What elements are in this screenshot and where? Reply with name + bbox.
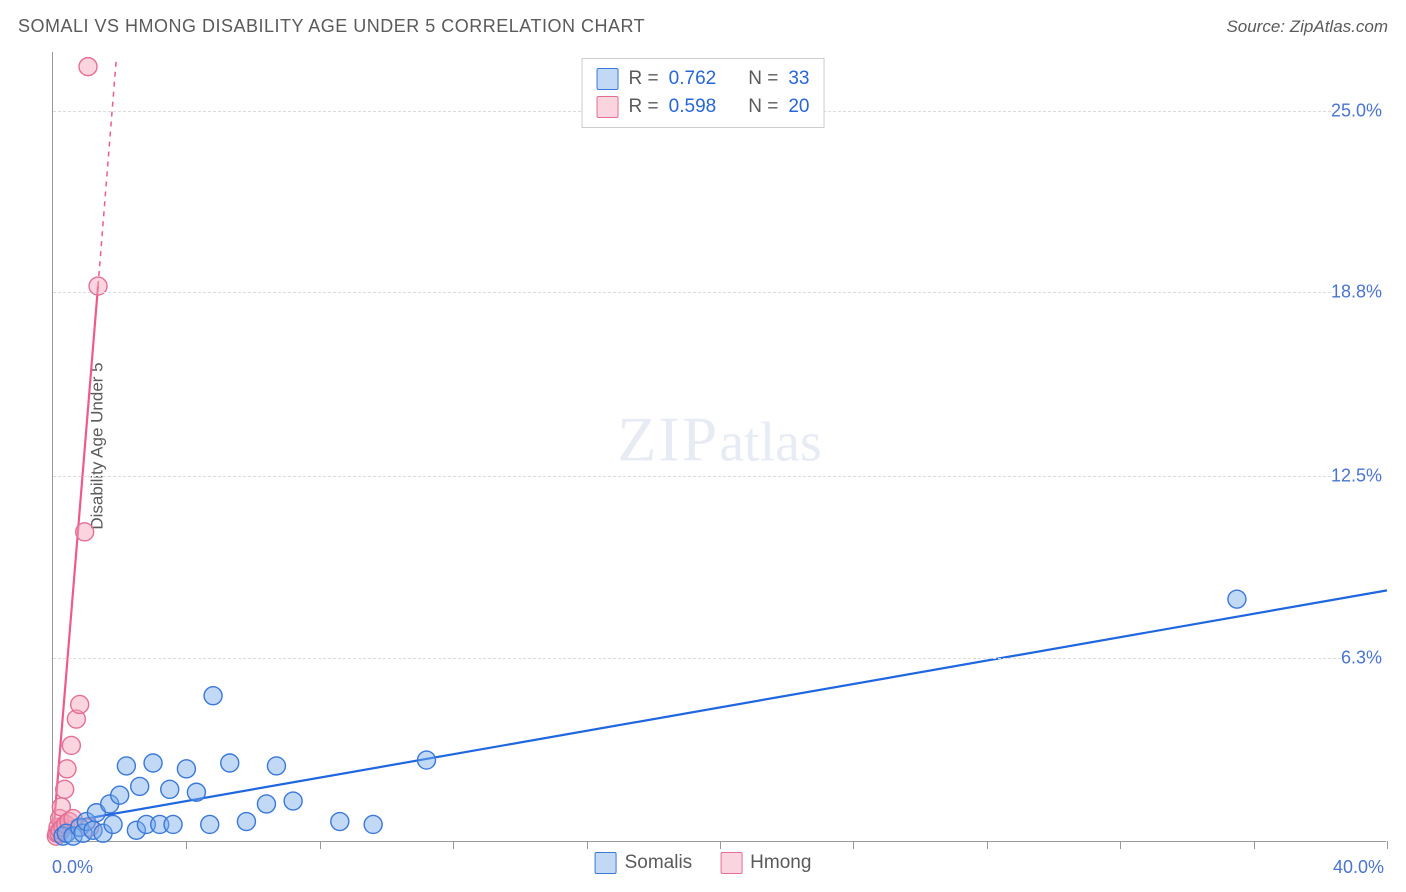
ytick-label: 12.5% — [1331, 466, 1388, 487]
legend-swatch-somalis — [595, 852, 617, 874]
legend-label-hmong: Hmong — [750, 852, 811, 874]
n-label: N = — [748, 65, 778, 93]
swatch-somalis — [597, 68, 619, 90]
legend-item-hmong: Hmong — [720, 852, 811, 874]
ytick-label: 18.8% — [1331, 281, 1388, 302]
plot-area: ZIPatlas 6.3%12.5%18.8%25.0% — [52, 52, 1386, 842]
ytick-label: 6.3% — [1341, 647, 1388, 668]
stats-legend: R = 0.762 N = 33 R = 0.598 N = 20 — [582, 58, 825, 128]
xtick — [453, 841, 454, 849]
stats-row-hmong: R = 0.598 N = 20 — [597, 93, 810, 121]
r-label: R = — [629, 93, 659, 121]
stats-row-somalis: R = 0.762 N = 33 — [597, 65, 810, 93]
gridline — [53, 292, 1386, 293]
xtick — [1387, 841, 1388, 849]
gridline — [53, 476, 1386, 477]
r-value: 0.762 — [669, 65, 717, 93]
xtick — [1120, 841, 1121, 849]
chart-svg — [53, 52, 1386, 841]
r-value: 0.598 — [669, 93, 717, 121]
x-max-label: 40.0% — [1333, 857, 1384, 878]
legend-item-somalis: Somalis — [595, 852, 693, 874]
ytick-label: 25.0% — [1331, 100, 1388, 121]
r-label: R = — [629, 65, 659, 93]
xtick — [987, 841, 988, 849]
xtick — [320, 841, 321, 849]
n-value: 20 — [788, 93, 809, 121]
gridline — [53, 658, 1386, 659]
xtick — [720, 841, 721, 849]
source-label: Source: ZipAtlas.com — [1226, 17, 1388, 37]
xtick — [186, 841, 187, 849]
legend-swatch-hmong — [720, 852, 742, 874]
n-value: 33 — [788, 65, 809, 93]
legend-label-somalis: Somalis — [625, 852, 693, 874]
x-origin-label: 0.0% — [52, 857, 93, 878]
bottom-legend: Somalis Hmong — [595, 852, 812, 874]
xtick — [853, 841, 854, 849]
xtick — [1254, 841, 1255, 849]
swatch-hmong — [597, 96, 619, 118]
n-label: N = — [748, 93, 778, 121]
chart-title: SOMALI VS HMONG DISABILITY AGE UNDER 5 C… — [18, 16, 645, 37]
xtick — [587, 841, 588, 849]
